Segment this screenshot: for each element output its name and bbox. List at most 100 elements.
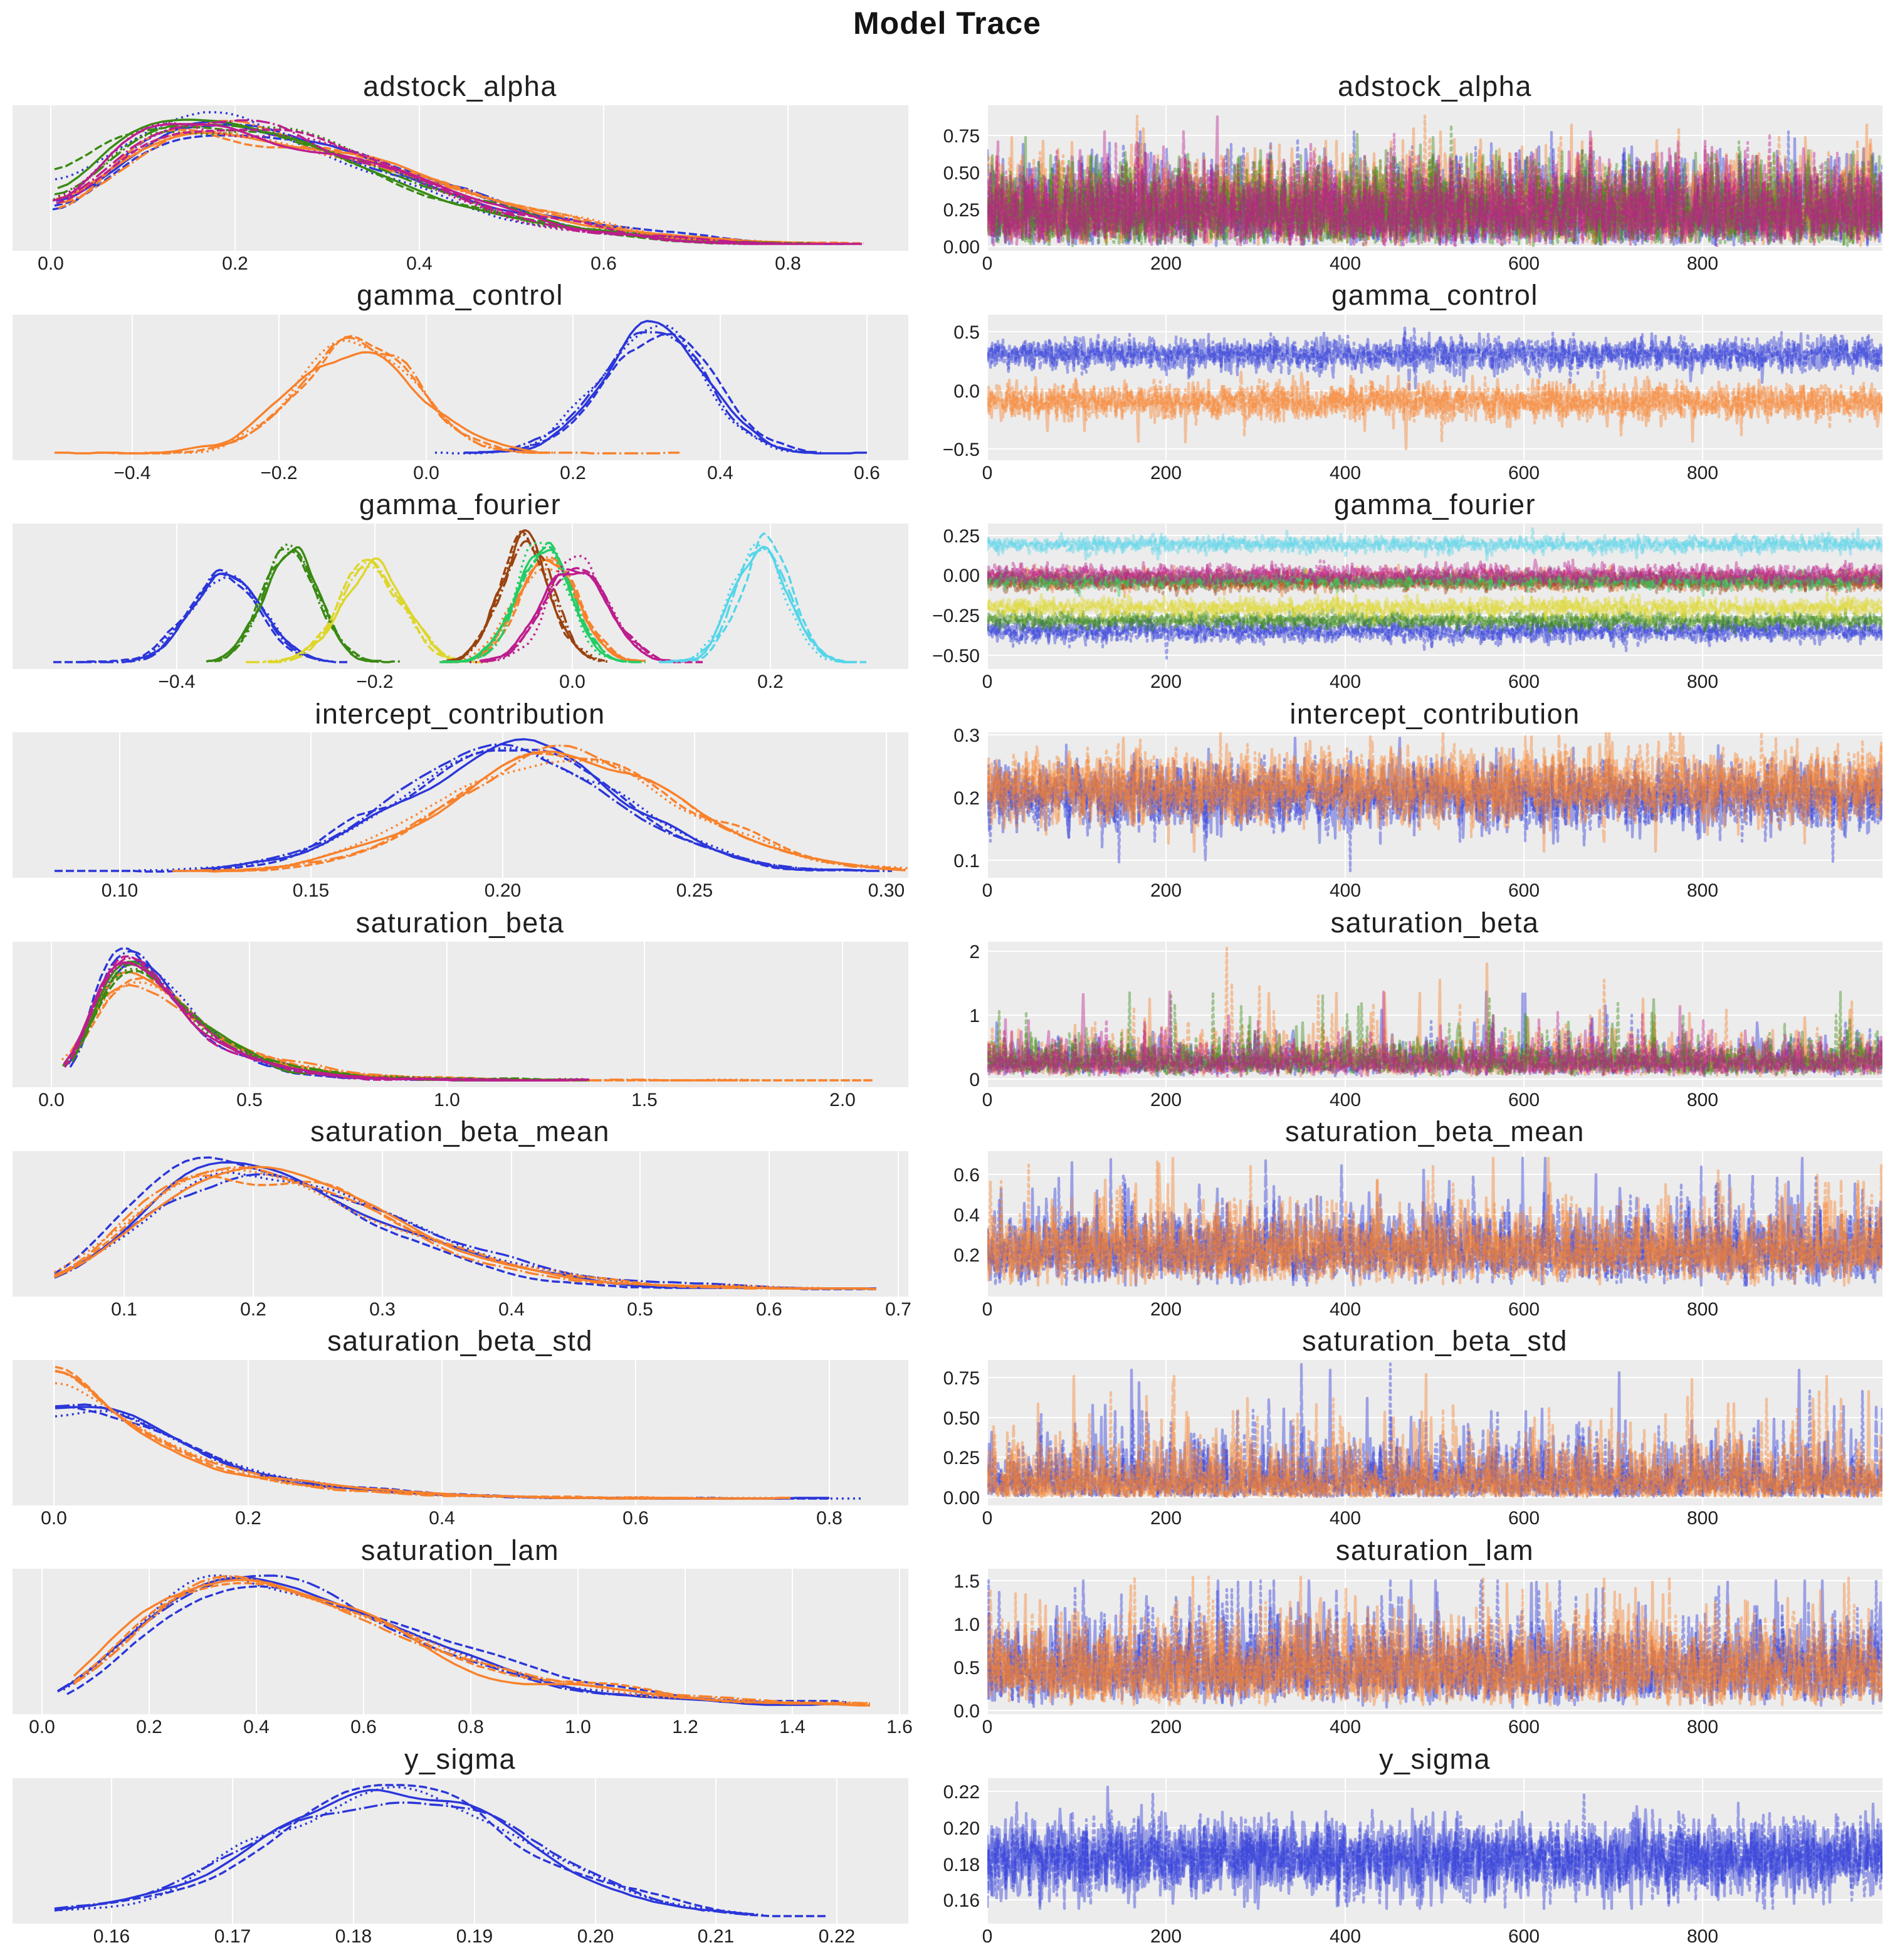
svg-text:200: 200: [1150, 1299, 1182, 1320]
svg-text:y_sigma: y_sigma: [404, 1743, 516, 1775]
svg-text:400: 400: [1330, 1717, 1361, 1737]
svg-text:0.8: 0.8: [816, 1508, 843, 1529]
svg-text:0.19: 0.19: [456, 1926, 493, 1947]
svg-text:gamma_control: gamma_control: [1331, 279, 1538, 311]
svg-text:200: 200: [1150, 253, 1182, 274]
svg-text:200: 200: [1150, 1926, 1182, 1947]
svg-text:intercept_contribution: intercept_contribution: [315, 698, 605, 730]
svg-text:−0.25: −0.25: [932, 606, 980, 626]
svg-text:400: 400: [1330, 880, 1361, 901]
svg-text:0.25: 0.25: [943, 1448, 980, 1468]
svg-text:0.5: 0.5: [953, 1658, 980, 1678]
svg-text:800: 800: [1687, 880, 1718, 901]
svg-text:0.75: 0.75: [943, 1368, 980, 1389]
svg-text:0.20: 0.20: [577, 1926, 614, 1947]
svg-text:0.4: 0.4: [406, 253, 433, 274]
svg-text:0.7: 0.7: [885, 1299, 911, 1320]
svg-text:800: 800: [1687, 1926, 1718, 1947]
svg-text:0.2: 0.2: [953, 1245, 980, 1266]
svg-text:0.21: 0.21: [698, 1926, 734, 1947]
svg-text:−0.2: −0.2: [260, 463, 297, 483]
svg-text:1.0: 1.0: [953, 1615, 980, 1635]
svg-text:0.4: 0.4: [429, 1508, 455, 1529]
svg-text:200: 200: [1150, 1090, 1182, 1110]
svg-text:0.18: 0.18: [943, 1855, 980, 1875]
svg-text:0.6: 0.6: [622, 1508, 649, 1529]
svg-text:600: 600: [1508, 672, 1540, 692]
svg-text:0.25: 0.25: [943, 200, 980, 221]
svg-text:0.10: 0.10: [102, 880, 138, 901]
svg-text:saturation_beta_std: saturation_beta_std: [327, 1325, 593, 1357]
svg-text:0.15: 0.15: [293, 880, 329, 901]
svg-text:1.5: 1.5: [953, 1571, 980, 1592]
svg-text:600: 600: [1508, 880, 1540, 901]
svg-text:1.4: 1.4: [779, 1717, 806, 1737]
svg-text:0.2: 0.2: [235, 1508, 261, 1529]
svg-text:0.0: 0.0: [953, 1701, 980, 1722]
svg-text:800: 800: [1687, 1508, 1718, 1529]
svg-text:0.00: 0.00: [943, 237, 980, 258]
svg-text:saturation_beta_mean: saturation_beta_mean: [310, 1115, 610, 1147]
svg-text:0.0: 0.0: [41, 1508, 67, 1529]
svg-text:−0.5: −0.5: [943, 440, 980, 460]
svg-text:adstock_alpha: adstock_alpha: [1338, 70, 1532, 102]
svg-text:0.22: 0.22: [943, 1782, 980, 1803]
svg-text:0.3: 0.3: [953, 725, 980, 746]
svg-text:0.25: 0.25: [943, 526, 980, 547]
svg-text:200: 200: [1150, 672, 1182, 692]
svg-text:600: 600: [1508, 1926, 1540, 1947]
svg-text:0.0: 0.0: [413, 463, 439, 483]
svg-text:800: 800: [1687, 463, 1718, 483]
svg-text:adstock_alpha: adstock_alpha: [363, 70, 557, 102]
svg-text:0.20: 0.20: [943, 1818, 980, 1839]
svg-text:800: 800: [1687, 1090, 1718, 1110]
svg-text:800: 800: [1687, 1299, 1718, 1320]
svg-text:0.30: 0.30: [868, 880, 905, 901]
svg-text:−0.4: −0.4: [158, 672, 195, 692]
svg-text:0.5: 0.5: [627, 1299, 653, 1320]
svg-text:0: 0: [982, 1299, 993, 1320]
svg-text:0: 0: [982, 672, 993, 692]
svg-text:400: 400: [1330, 463, 1361, 483]
svg-text:0.6: 0.6: [854, 463, 880, 483]
svg-text:0.3: 0.3: [369, 1299, 396, 1320]
svg-text:200: 200: [1150, 880, 1182, 901]
svg-text:600: 600: [1508, 1717, 1540, 1737]
svg-text:200: 200: [1150, 463, 1182, 483]
svg-text:saturation_lam: saturation_lam: [1336, 1534, 1534, 1566]
svg-text:saturation_beta_std: saturation_beta_std: [1302, 1325, 1568, 1357]
svg-text:1: 1: [969, 1006, 980, 1026]
svg-text:0.6: 0.6: [953, 1165, 980, 1186]
svg-text:0.0: 0.0: [953, 381, 980, 402]
svg-text:0.0: 0.0: [38, 1090, 65, 1110]
svg-text:600: 600: [1508, 253, 1540, 274]
svg-text:0.22: 0.22: [819, 1926, 855, 1947]
svg-text:gamma_fourier: gamma_fourier: [359, 488, 561, 520]
svg-text:0: 0: [982, 1090, 993, 1110]
svg-text:800: 800: [1687, 253, 1718, 274]
svg-text:400: 400: [1330, 253, 1361, 274]
svg-text:0.20: 0.20: [485, 880, 521, 901]
svg-text:400: 400: [1330, 1926, 1361, 1947]
svg-text:−0.2: −0.2: [356, 672, 393, 692]
svg-text:0.2: 0.2: [560, 463, 586, 483]
svg-text:2.0: 2.0: [829, 1090, 856, 1110]
svg-text:0.8: 0.8: [458, 1717, 484, 1737]
svg-text:2: 2: [969, 942, 980, 962]
svg-text:0.18: 0.18: [335, 1926, 372, 1947]
svg-text:saturation_lam: saturation_lam: [361, 1534, 559, 1566]
svg-text:1.0: 1.0: [434, 1090, 460, 1110]
svg-text:0.5: 0.5: [236, 1090, 263, 1110]
svg-text:0.50: 0.50: [943, 1408, 980, 1429]
svg-text:0.0: 0.0: [38, 253, 64, 274]
svg-text:0.50: 0.50: [943, 163, 980, 184]
svg-text:0.1: 0.1: [111, 1299, 137, 1320]
svg-text:0.00: 0.00: [943, 566, 980, 586]
svg-text:0.4: 0.4: [953, 1205, 980, 1226]
svg-text:Model Trace: Model Trace: [853, 6, 1041, 41]
svg-text:0: 0: [982, 253, 993, 274]
svg-text:200: 200: [1150, 1508, 1182, 1529]
svg-text:0.6: 0.6: [591, 253, 617, 274]
svg-text:400: 400: [1330, 1299, 1361, 1320]
svg-text:0: 0: [982, 880, 993, 901]
